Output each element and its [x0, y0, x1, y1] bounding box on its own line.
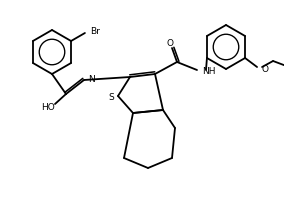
- Text: O: O: [166, 38, 174, 48]
- Text: Br: Br: [90, 27, 100, 36]
- Text: HO: HO: [41, 102, 55, 111]
- Text: N: N: [88, 74, 95, 84]
- Text: NH: NH: [202, 66, 216, 75]
- Text: S: S: [108, 93, 114, 101]
- Text: O: O: [261, 64, 268, 73]
